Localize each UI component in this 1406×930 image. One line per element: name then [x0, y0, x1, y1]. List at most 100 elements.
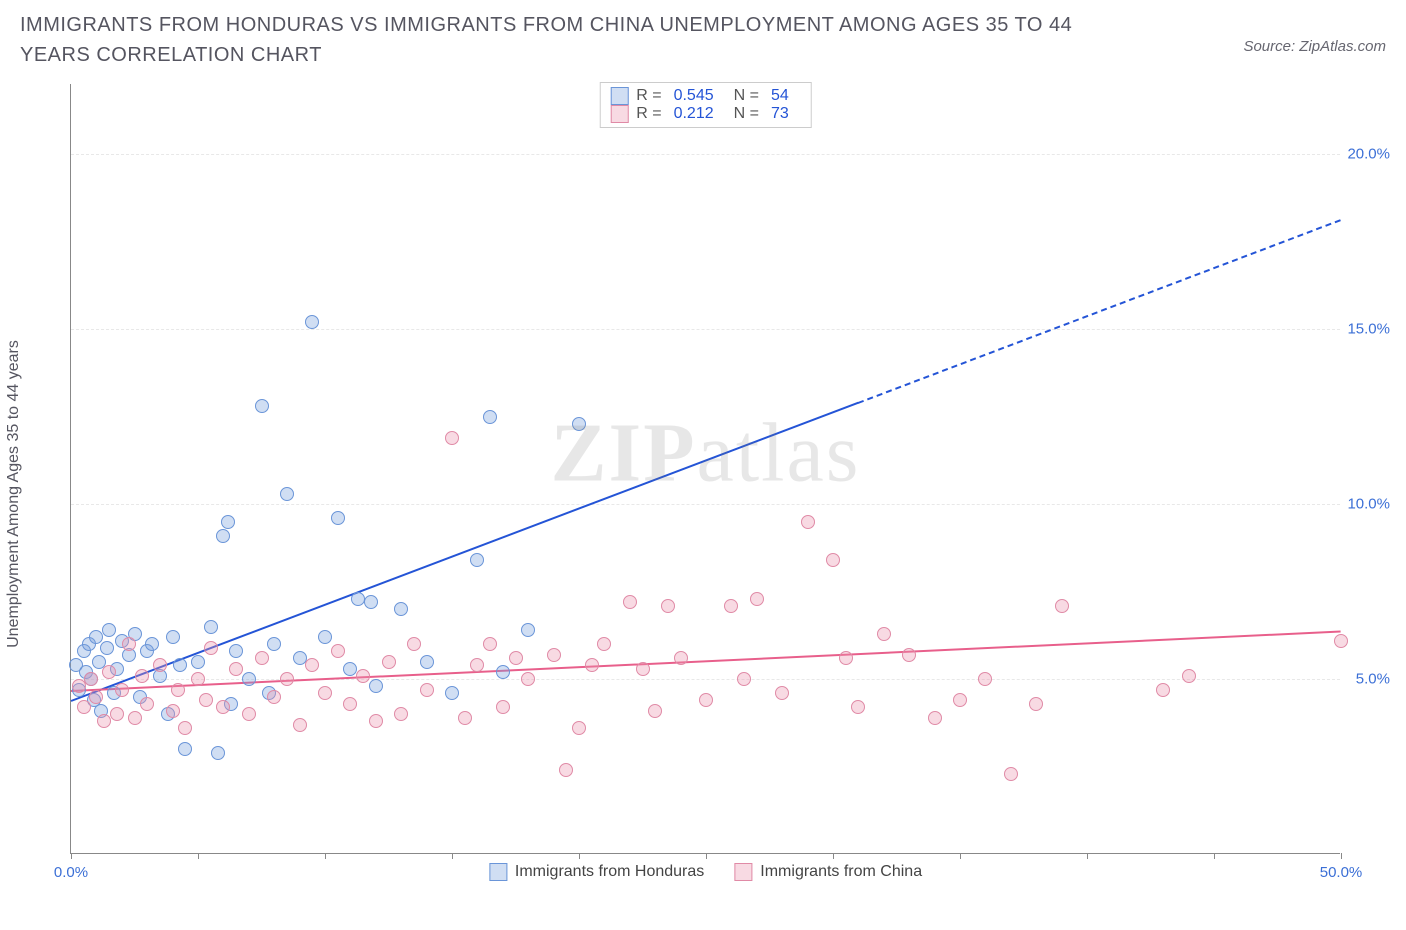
data-point: [102, 623, 116, 637]
data-point: [597, 637, 611, 651]
data-point: [877, 627, 891, 641]
data-point: [221, 515, 235, 529]
data-point: [458, 711, 472, 725]
data-point: [902, 648, 916, 662]
data-point: [369, 714, 383, 728]
y-tick-label: 20.0%: [1344, 146, 1390, 163]
x-tick: [1087, 853, 1088, 859]
data-point: [483, 410, 497, 424]
data-point: [171, 683, 185, 697]
data-point: [97, 714, 111, 728]
data-point: [305, 315, 319, 329]
swatch-china: [610, 105, 628, 123]
data-point: [110, 707, 124, 721]
data-point: [267, 690, 281, 704]
data-point: [100, 641, 114, 655]
data-point: [407, 637, 421, 651]
data-point: [1055, 599, 1069, 613]
data-point: [470, 553, 484, 567]
data-point: [572, 721, 586, 735]
stats-legend: R =0.545 N =54 R =0.212 N =73: [599, 82, 812, 128]
data-point: [178, 742, 192, 756]
data-point: [242, 672, 256, 686]
data-point: [199, 693, 213, 707]
data-point: [255, 399, 269, 413]
data-point: [191, 672, 205, 686]
y-tick-label: 5.0%: [1344, 671, 1390, 688]
chart-container: Unemployment Among Ages 35 to 44 years Z…: [20, 84, 1386, 904]
data-point: [750, 592, 764, 606]
data-point: [211, 746, 225, 760]
data-point: [369, 679, 383, 693]
data-point: [445, 686, 459, 700]
data-point: [84, 672, 98, 686]
data-point: [280, 672, 294, 686]
data-point: [547, 648, 561, 662]
data-point: [102, 665, 116, 679]
data-point: [364, 595, 378, 609]
data-point: [343, 697, 357, 711]
data-point: [724, 599, 738, 613]
data-point: [318, 686, 332, 700]
source-label: Source: ZipAtlas.com: [1243, 10, 1386, 55]
data-point: [204, 620, 218, 634]
data-point: [445, 431, 459, 445]
data-point: [496, 700, 510, 714]
data-point: [978, 672, 992, 686]
data-point: [470, 658, 484, 672]
data-point: [775, 686, 789, 700]
data-point: [559, 763, 573, 777]
trend-line: [858, 219, 1341, 404]
data-point: [1334, 634, 1348, 648]
data-point: [572, 417, 586, 431]
data-point: [204, 641, 218, 655]
data-point: [928, 711, 942, 725]
x-tick: [325, 853, 326, 859]
data-point: [128, 711, 142, 725]
data-point: [851, 700, 865, 714]
data-point: [953, 693, 967, 707]
data-point: [166, 630, 180, 644]
x-tick: [452, 853, 453, 859]
x-tick: [71, 853, 72, 859]
data-point: [839, 651, 853, 665]
data-point: [293, 718, 307, 732]
legend-item-china: Immigrants from China: [734, 863, 922, 881]
data-point: [356, 669, 370, 683]
data-point: [661, 599, 675, 613]
data-point: [318, 630, 332, 644]
data-point: [331, 511, 345, 525]
data-point: [280, 487, 294, 501]
data-point: [483, 637, 497, 651]
series-legend: Immigrants from Honduras Immigrants from…: [489, 863, 922, 881]
data-point: [166, 704, 180, 718]
data-point: [1004, 767, 1018, 781]
x-tick: [706, 853, 707, 859]
data-point: [242, 707, 256, 721]
data-point: [1182, 669, 1196, 683]
data-point: [801, 515, 815, 529]
legend-item-honduras: Immigrants from Honduras: [489, 863, 704, 881]
gridline: [71, 504, 1340, 505]
gridline: [71, 329, 1340, 330]
x-tick: [1214, 853, 1215, 859]
data-point: [191, 655, 205, 669]
stats-row-china: R =0.212 N =73: [610, 105, 801, 123]
data-point: [1029, 697, 1043, 711]
x-tick: [579, 853, 580, 859]
data-point: [420, 683, 434, 697]
gridline: [71, 154, 1340, 155]
data-point: [77, 700, 91, 714]
data-point: [623, 595, 637, 609]
data-point: [826, 553, 840, 567]
swatch-honduras: [610, 87, 628, 105]
x-tick: [960, 853, 961, 859]
data-point: [178, 721, 192, 735]
data-point: [382, 655, 396, 669]
data-point: [267, 637, 281, 651]
x-tick-label: 0.0%: [54, 864, 88, 881]
data-point: [153, 658, 167, 672]
data-point: [135, 669, 149, 683]
data-point: [255, 651, 269, 665]
scatter-plot: ZIPatlas R =0.545 N =54 R =0.212 N =73 I…: [70, 84, 1340, 854]
